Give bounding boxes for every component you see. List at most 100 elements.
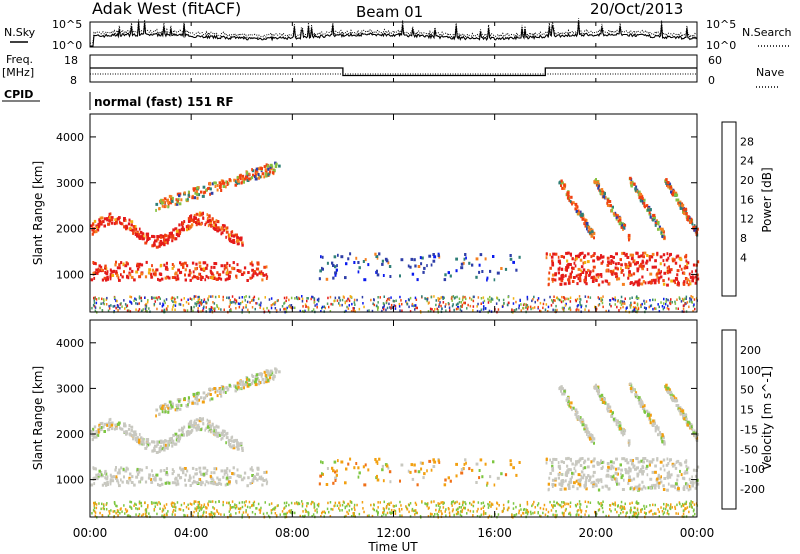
velocity-cell [195,426,198,430]
power-cell [662,253,666,257]
velocity-cell [635,391,638,395]
power-cell [108,304,110,308]
velocity-cell [491,503,494,506]
power-cell [238,236,240,240]
velocity-cell [260,372,263,376]
velocity-cell [610,464,613,468]
power-cell [129,295,131,298]
power-cell [671,259,675,263]
power-cell [421,256,424,260]
velocity-cell [93,510,96,513]
velocity-cell [161,410,164,414]
velocity-cell [92,477,95,481]
velocity-cell [568,404,571,408]
power-cell [549,253,551,257]
velocity-cell [686,420,690,424]
power-cell [580,265,584,269]
power-cell [196,186,199,190]
velocity-cell [592,483,595,487]
velocity-cell [599,461,602,465]
power-cell [202,216,204,220]
power-cell [620,267,622,271]
power-cell [582,261,585,265]
power-cell [668,307,670,311]
velocity-cell [429,515,432,518]
velocity-cell [140,504,143,508]
power-cell [643,202,646,205]
velocity-cell [178,398,182,402]
cpid-value: normal (fast) 151 RF [94,95,234,109]
power-cell [108,215,110,219]
power-cell [235,307,237,310]
power-cell [187,273,191,277]
velocity-cell [237,507,240,510]
velocity-cell [476,515,479,518]
power-cell [106,296,108,300]
power-cell [147,235,149,239]
power-cell [582,268,586,272]
velocity-cell [266,378,269,382]
power-cell [669,300,672,303]
power-cell [101,297,103,301]
velocity-cell [537,502,540,505]
power-cell [381,262,384,266]
power-cell [345,309,347,313]
velocity-cell [159,502,161,506]
velocity-cell [456,511,459,514]
power-cell [382,308,385,311]
velocity-cell [624,507,626,510]
power-cell [693,228,696,232]
power-cell [578,308,580,312]
power-cell [620,270,623,274]
velocity-cell [483,504,486,508]
power-cell [135,298,137,301]
power-cell [226,183,229,186]
power-cell [195,223,198,227]
velocity-cell [118,421,121,425]
power-cell [666,252,669,256]
velocity-cell [249,481,252,485]
velocity-cell [183,467,187,470]
velocity-cell [202,514,204,517]
power-cell [107,222,111,226]
power-cell [588,309,590,312]
power-cell [630,257,634,261]
velocity-cell [164,506,166,510]
velocity-cell [281,510,284,513]
power-cell [198,211,202,215]
power-cell [560,279,564,283]
power-cell [371,309,374,313]
power-cell [268,170,272,174]
power-cell [671,257,675,261]
power-cell [145,235,148,239]
power-cell [694,275,697,279]
power-cell [580,304,583,307]
power-cell [266,172,269,176]
velocity-cell [178,407,182,411]
velocity-cell [437,513,439,517]
power-cell [195,262,198,266]
velocity-cell [265,470,268,474]
velocity-cell [159,448,162,452]
power-cell [693,303,695,306]
power-cell [571,202,573,206]
power-cell [249,301,251,304]
velocity-cell [233,505,235,509]
velocity-cell [228,383,231,387]
power-cell [226,226,229,230]
power-cell [376,273,380,277]
velocity-cell [226,482,229,486]
velocity-cell [635,457,638,460]
velocity-cell [110,421,114,425]
power-cell [655,307,657,310]
velocity-cell [588,433,592,437]
velocity-cell [620,500,623,504]
power-cell [584,224,587,228]
velocity-cell [552,505,554,508]
power-cell [331,261,334,265]
power-cell [671,193,674,197]
power-cell [451,304,454,308]
power-cell [104,271,107,274]
velocity-cell [696,433,699,437]
velocity-cell [92,467,96,471]
